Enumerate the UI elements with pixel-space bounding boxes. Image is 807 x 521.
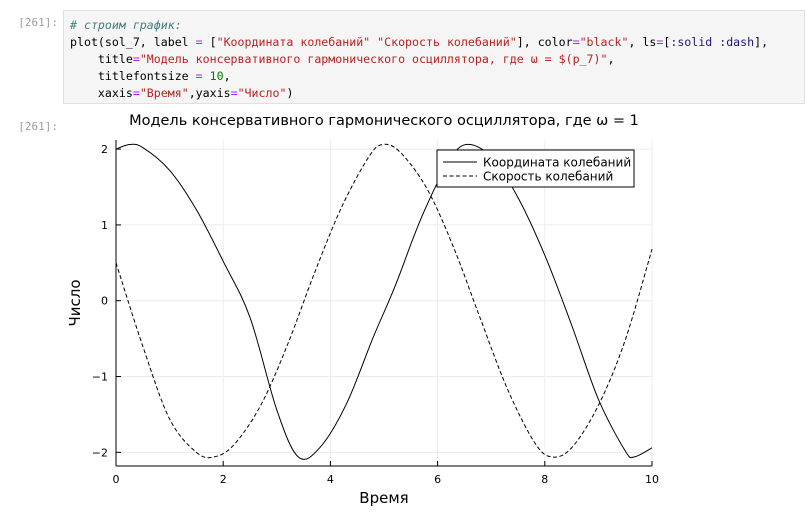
y-tick-label: −1 bbox=[92, 371, 108, 384]
x-tick-label: 0 bbox=[113, 473, 120, 486]
code-token: = bbox=[656, 35, 664, 49]
code-token: "Скорость колебаний" bbox=[377, 35, 517, 49]
code-token: "Время" bbox=[139, 86, 189, 100]
code-token: titlefontsize bbox=[70, 69, 196, 83]
y-tick-label: 2 bbox=[101, 143, 108, 156]
code-token: :solid bbox=[670, 35, 713, 49]
legend-box bbox=[436, 149, 635, 188]
code-token: [ bbox=[663, 35, 671, 49]
legend-label-coordinate: Координата колебаний bbox=[483, 156, 631, 170]
x-tick-label: 10 bbox=[645, 473, 659, 486]
x-tick-label: 6 bbox=[434, 473, 441, 486]
chart-legend: Координата колебаний Скорость колебаний bbox=[436, 149, 635, 188]
code-token: title bbox=[70, 52, 133, 66]
code-comment: # строим график: bbox=[70, 18, 182, 32]
code-token: :dash bbox=[719, 35, 755, 49]
series-line-coordinate bbox=[115, 143, 653, 460]
code-cell[interactable]: # строим график: plot(sol_7, label = ["К… bbox=[63, 10, 805, 104]
x-tick-label: 8 bbox=[541, 473, 548, 486]
code-token: "Координата колебаний" bbox=[216, 35, 371, 49]
code-token: "Число" bbox=[237, 86, 287, 100]
code-editor[interactable]: # строим график: plot(sol_7, label = ["К… bbox=[70, 17, 768, 102]
code-token: xaxis bbox=[70, 86, 133, 100]
y-tick-label: −2 bbox=[92, 446, 108, 459]
chart-axes: 0 2 4 6 8 10 −2 −1 0 1 2 bbox=[92, 140, 659, 486]
chart-title: Модель консервативного гармонического ос… bbox=[129, 113, 639, 129]
code-token: [ bbox=[202, 35, 217, 49]
code-token: , ls bbox=[628, 35, 657, 49]
chart-series bbox=[115, 143, 653, 460]
code-token: ], color bbox=[516, 35, 573, 49]
code-token: = bbox=[132, 52, 140, 66]
code-token: = bbox=[132, 86, 140, 100]
code-token: , bbox=[223, 69, 231, 83]
chart-grid bbox=[115, 140, 653, 466]
code-token: ) bbox=[286, 86, 294, 100]
code-token: , bbox=[607, 52, 615, 66]
code-token: "Модель консервативного гармонического о… bbox=[139, 52, 608, 66]
code-token: = bbox=[195, 69, 203, 83]
code-token: 10 bbox=[209, 69, 224, 83]
x-axis-label: Время bbox=[359, 489, 408, 507]
code-token: ], bbox=[754, 35, 769, 49]
legend-label-velocity: Скорость колебаний bbox=[483, 170, 613, 184]
input-prompt: [261]: bbox=[18, 16, 58, 29]
code-token: plot(sol_7, label bbox=[70, 35, 196, 49]
code-token: = bbox=[572, 35, 580, 49]
x-tick-label: 4 bbox=[327, 473, 334, 486]
y-tick-label: 0 bbox=[101, 295, 108, 308]
y-tick-label: 1 bbox=[101, 219, 108, 232]
code-token: = bbox=[195, 35, 203, 49]
y-axis-label: Число bbox=[66, 279, 84, 326]
code-token: = bbox=[230, 86, 238, 100]
code-token: ,yaxis bbox=[188, 86, 231, 100]
code-token: "black" bbox=[579, 35, 629, 49]
output-prompt: [261]: bbox=[18, 120, 58, 133]
x-tick-label: 2 bbox=[220, 473, 227, 486]
